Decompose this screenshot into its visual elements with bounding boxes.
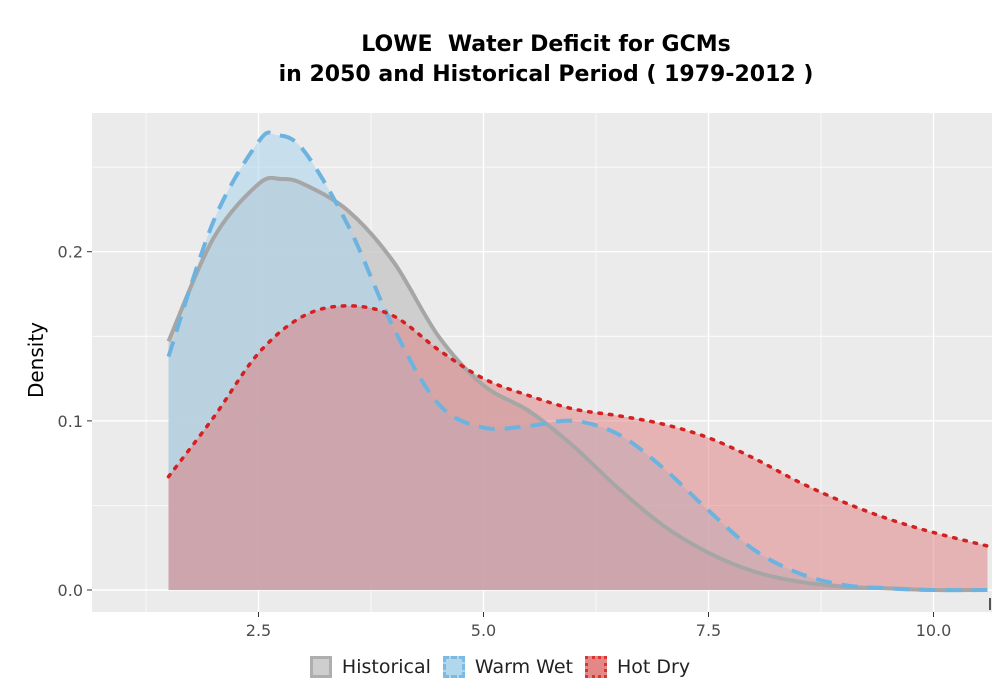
legend-label-hot-dry: Hot Dry <box>616 656 691 678</box>
legend-key-warm-wet <box>442 656 465 678</box>
x-tick-label: 7.5 <box>696 621 721 640</box>
series-hot-dry-line <box>166 304 990 548</box>
x-tick-label: 10.0 <box>916 621 952 640</box>
y-axis-label: Density <box>14 322 54 398</box>
chart-title-line-2: in 2050 and Historical Period ( 1979-201… <box>278 62 814 87</box>
axes: 2.5 5.0 7.5 10.0 0.0 0.1 0.2 <box>58 243 991 640</box>
y-axis-label-text: Density <box>24 321 48 399</box>
series-warm-wet-line <box>166 130 988 593</box>
legend-item-hot-dry: Hot Dry <box>584 656 691 678</box>
legend-item-historical: Historical <box>309 656 431 678</box>
chart-title: LOWE Water Deficit for GCMs in 2050 and … <box>92 30 1000 90</box>
legend-key-historical <box>309 656 332 678</box>
chart-title-line-1: LOWE Water Deficit for GCMs <box>361 32 731 57</box>
series-historical-line <box>166 175 988 593</box>
y-tick-label: 0.1 <box>58 412 83 431</box>
x-tick-label: 5.0 <box>471 621 496 640</box>
legend: Historical Warm Wet Hot Dry <box>0 656 1000 683</box>
legend-item-warm-wet: Warm Wet <box>442 656 573 678</box>
y-tick-label: 0.0 <box>58 581 83 600</box>
density-series <box>166 130 990 593</box>
legend-label-warm-wet: Warm Wet <box>474 656 573 678</box>
legend-label-historical: Historical <box>341 656 431 678</box>
legend-key-hot-dry <box>584 656 607 678</box>
x-tick-label: 2.5 <box>246 621 271 640</box>
y-tick-label: 0.2 <box>58 243 83 262</box>
